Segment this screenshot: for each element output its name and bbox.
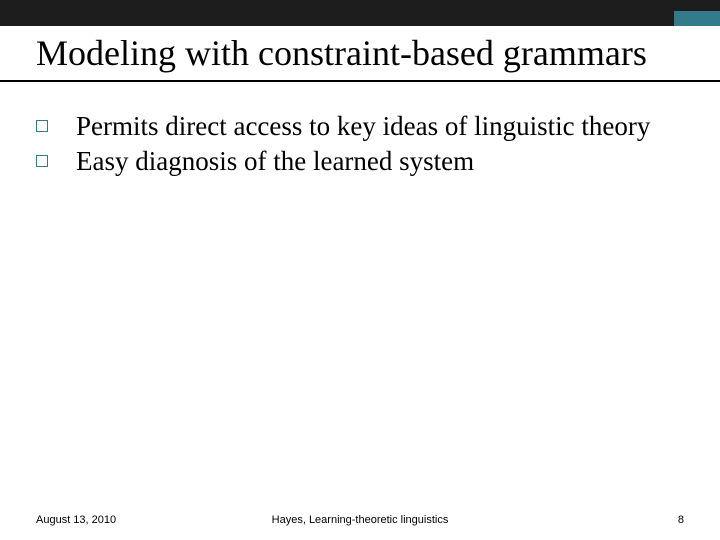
title-band: Modeling with constraint-based grammars [0, 26, 720, 82]
bullet-text: Permits direct access to key ideas of li… [76, 110, 684, 144]
bullet-text: Easy diagnosis of the learned system [76, 145, 684, 179]
slide-title: Modeling with constraint-based grammars [36, 34, 720, 74]
footer-date: August 13, 2010 [36, 514, 116, 526]
bullet-item: Easy diagnosis of the learned system [36, 145, 684, 179]
footer-page-number: 8 [678, 514, 684, 526]
content-area: Permits direct access to key ideas of li… [0, 82, 720, 180]
top-bar [0, 0, 720, 26]
footer-center: Hayes, Learning-theoretic linguistics [272, 514, 449, 526]
top-bar-accent [674, 11, 720, 26]
bullet-item: Permits direct access to key ideas of li… [36, 110, 684, 144]
bullet-square-icon [36, 120, 48, 132]
bullet-square-icon [36, 155, 48, 167]
footer: August 13, 2010 Hayes, Learning-theoreti… [0, 514, 720, 526]
